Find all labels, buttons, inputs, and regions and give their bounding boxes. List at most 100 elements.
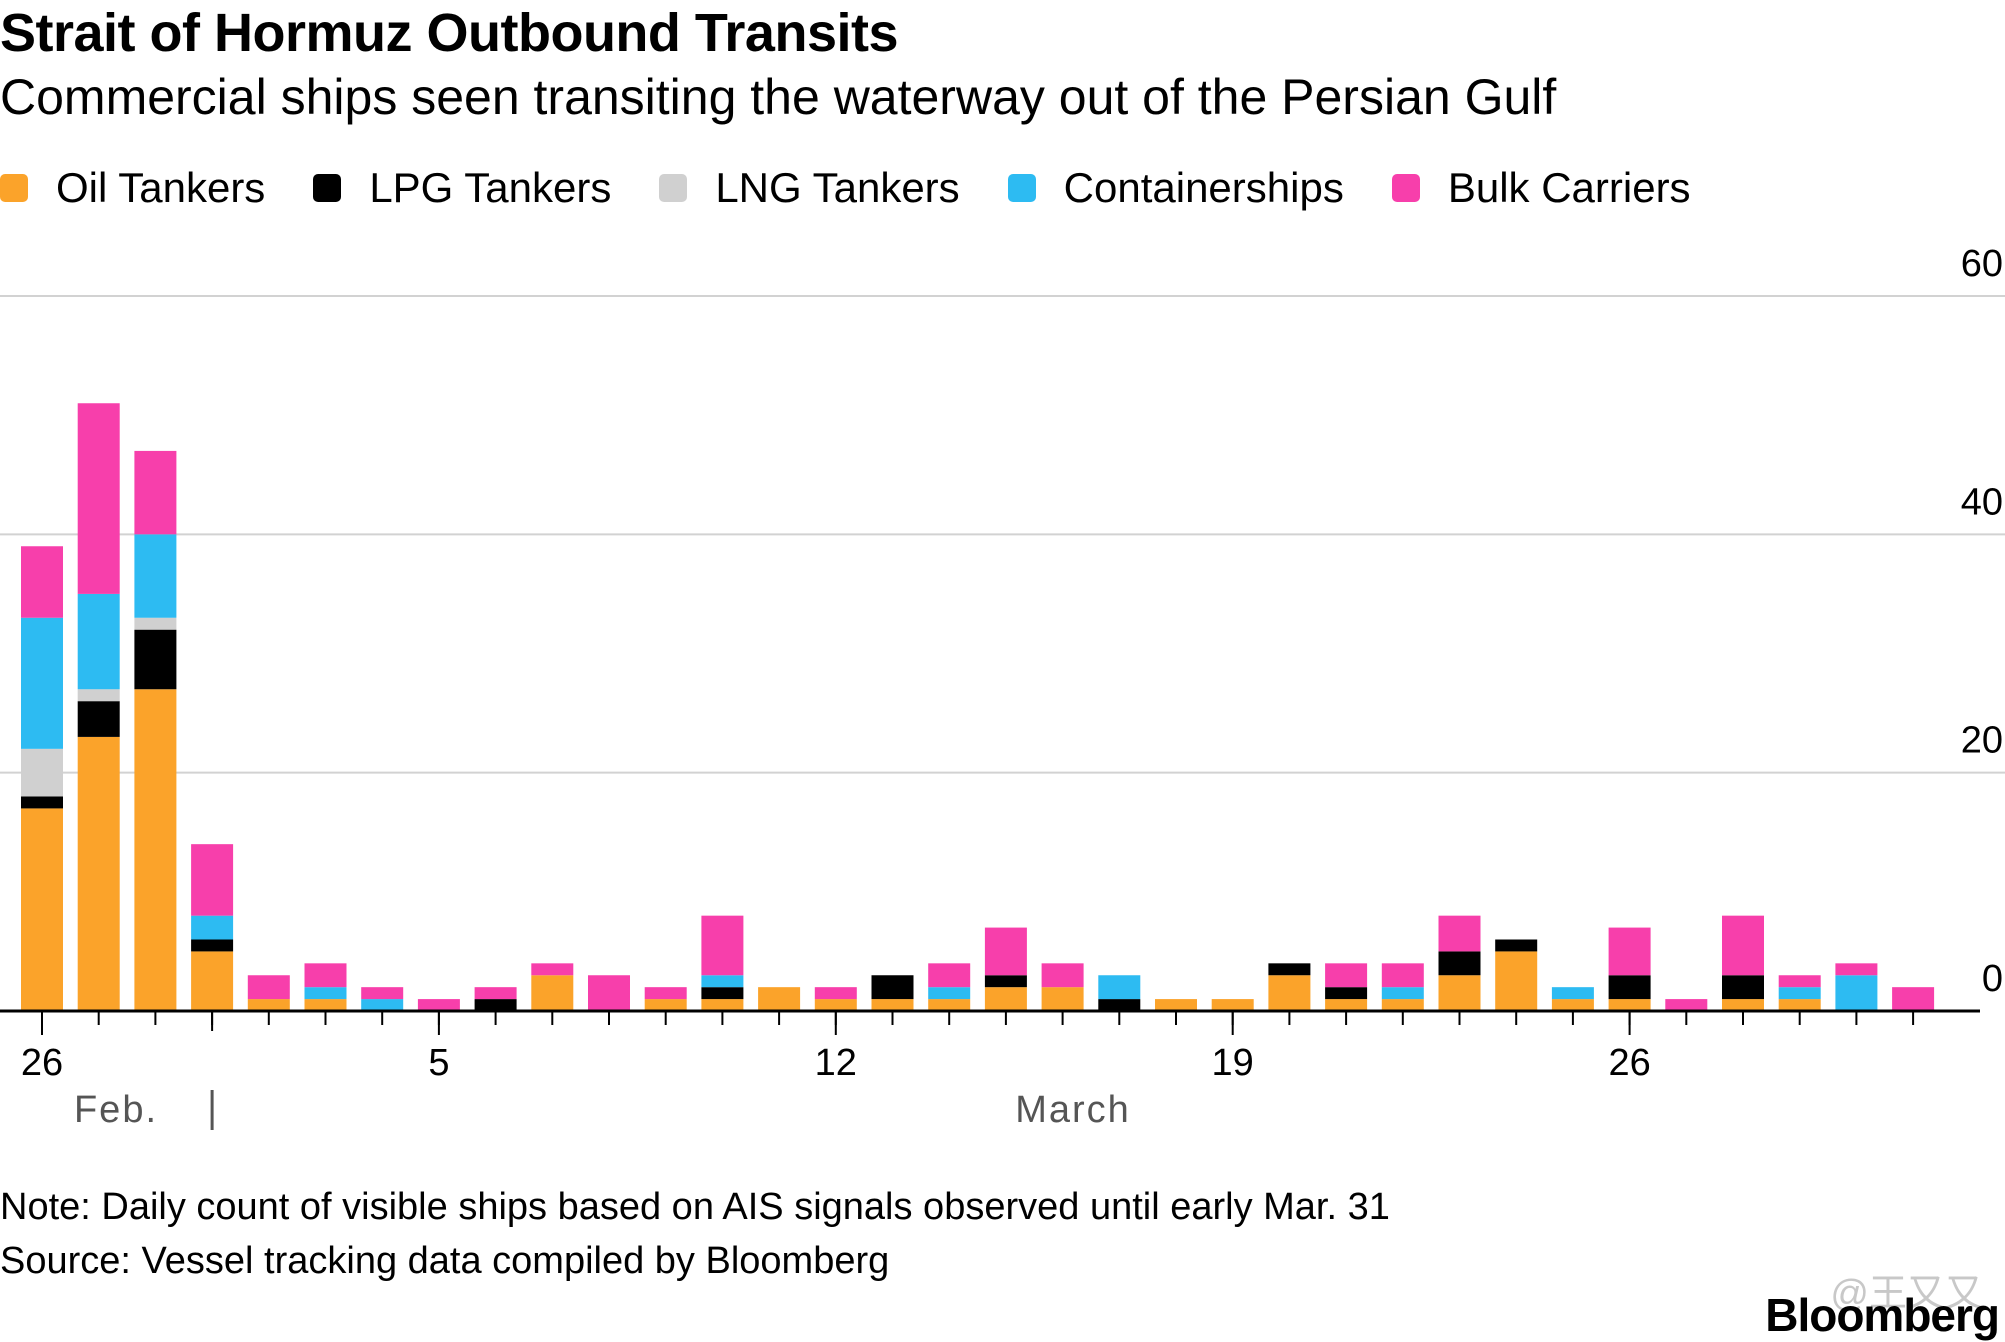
bar-segment [361,987,404,1000]
bar-segment [304,963,347,988]
bar-segment [701,999,744,1011]
chart-title: Strait of Hormuz Outbound Transits [0,3,899,63]
bar-segment [531,975,574,1011]
bar-segment [1041,987,1084,1011]
x-tick-label: 5 [428,1042,449,1084]
bar-segment [1835,963,1878,976]
watermark-text: @王又又 [1830,1273,1983,1315]
month-label-march: March [1015,1089,1131,1131]
bar-segment [814,999,857,1011]
legend-label: LPG Tankers [369,164,612,211]
bar-segment [77,689,120,702]
bar-segment [1608,975,1651,1000]
bar-segment [247,999,290,1011]
bar-segment [1098,975,1141,1000]
bar-segment [1722,915,1764,976]
bar-segment [1438,915,1481,952]
x-tick-label: 12 [815,1042,857,1084]
bar-segment [701,915,744,976]
bar-segment [1608,999,1651,1011]
bar-segment [1381,987,1424,1000]
bar-segment [21,617,63,749]
bar-segment [1495,939,1538,952]
bar-segment [701,975,744,988]
bar-segment [531,963,574,976]
legend-swatch [659,174,688,202]
bar-segment [304,999,347,1011]
legend-label: LNG Tankers [715,164,960,211]
chart-subtitle: Commercial ships seen transiting the wat… [0,69,1557,125]
bar-segment [474,987,517,1000]
bar-segment [1778,999,1821,1011]
bar-segment [588,975,630,1011]
bar-segment [928,963,971,988]
legend-label: Containerships [1063,164,1344,211]
source-text: Source: Vessel tracking data compiled by… [0,1240,890,1282]
legend-swatch [1007,174,1036,202]
bar-segment [1722,975,1764,1000]
bar-segment [191,939,234,952]
bar-segment [871,999,914,1011]
bar-segment [77,736,120,1011]
bar-segment [77,593,120,690]
bar-segment [247,975,290,1000]
bar-segment [928,987,971,1000]
legend-swatch [0,174,28,202]
bar-segment [1381,963,1424,988]
x-tick-label: 19 [1212,1042,1254,1084]
y-tick-label: 20 [1961,720,2003,762]
legend-item-lpg-tankers: LPG Tankers [313,164,611,212]
bar-segment [191,951,234,1011]
legend-item-oil-tankers: Oil Tankers [0,164,265,212]
legend-label: Oil Tankers [56,164,266,211]
bar-segment [1495,951,1538,1011]
legend-item-lng-tankers: LNG Tankers [659,164,960,212]
bar-segment [77,701,120,737]
bar-segment [191,915,234,940]
x-tick-label: 26 [1608,1042,1650,1084]
bar-segment [984,987,1027,1011]
bar-segment [134,629,177,690]
bar-segment [1268,975,1311,1011]
legend-swatch [313,174,342,202]
bar-segment [1325,963,1368,988]
bar-segment [1778,987,1821,1000]
bar-segment [1778,975,1821,988]
legend-label: Bulk Carriers [1447,164,1691,211]
bar-segment [1325,987,1368,1000]
bar-segment [758,987,801,1011]
y-tick-label: 60 [1961,243,2003,285]
bar-segment [134,534,177,618]
bar-segment [984,975,1027,988]
bar-segment [814,987,857,1000]
bloomberg-logo: Bloomberg [1765,1289,2000,1341]
bar-segment [1835,975,1878,1011]
note-text: Note: Daily count of visible ships based… [0,1186,1390,1228]
bar-segment [1551,987,1594,1000]
bar-segment [1098,999,1141,1011]
bar-segment [1722,999,1764,1011]
bar-segment [417,999,460,1011]
y-tick-label: 0 [1982,958,2003,1000]
bar-segment [644,999,687,1011]
bar-segment [77,403,120,594]
bar-segment [1211,999,1254,1011]
bar-segment [21,748,63,797]
bar-segment [1608,927,1651,976]
bar-segment [304,987,347,1000]
month-label-feb: Feb. [74,1089,158,1131]
bar-segment [1665,999,1708,1011]
bar-segment [474,999,517,1011]
bar-segment [134,617,177,630]
bar-segment [1381,999,1424,1011]
bar-segment [1551,999,1594,1011]
bar-segment [191,844,234,916]
bar-segment [1438,975,1481,1011]
bar-segment [1438,951,1481,976]
bar-segment [21,796,63,809]
x-tick-label: 26 [21,1042,63,1084]
bar-segment [928,999,971,1011]
bar-segment [1325,999,1368,1011]
bar-segment [134,450,177,535]
